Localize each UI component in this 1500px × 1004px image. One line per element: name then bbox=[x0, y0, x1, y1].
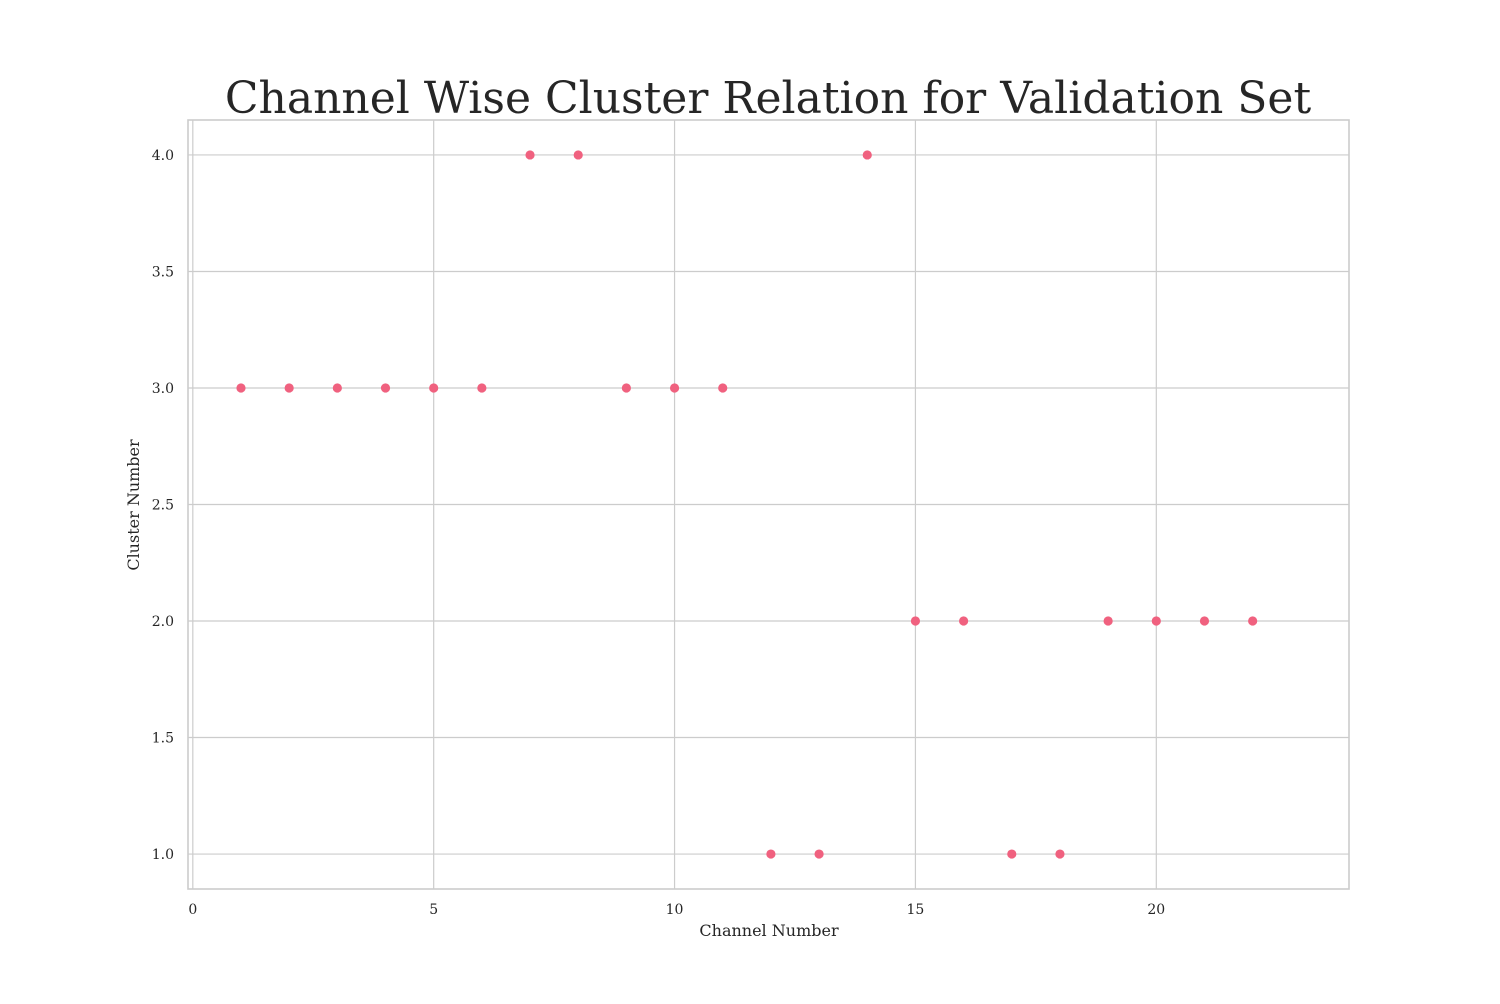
scatter-point bbox=[236, 383, 246, 393]
scatter-point bbox=[1007, 849, 1017, 859]
scatter-point bbox=[862, 150, 872, 160]
y-tick-label: 1.0 bbox=[152, 847, 174, 863]
scatter-point bbox=[669, 383, 680, 393]
y-tick-label: 2.5 bbox=[152, 498, 174, 514]
scatter-point bbox=[1055, 849, 1065, 859]
grid-layer bbox=[188, 120, 1349, 889]
x-tick-label: 5 bbox=[429, 902, 438, 918]
x-tick-label: 10 bbox=[666, 902, 684, 918]
scatter-point bbox=[959, 616, 969, 626]
y-tick-label: 2.0 bbox=[152, 614, 174, 630]
scatter-point bbox=[380, 383, 391, 393]
y-axis-label: Cluster Number bbox=[124, 439, 143, 571]
scatter-point bbox=[910, 616, 921, 626]
scatter-point bbox=[525, 150, 535, 160]
scatter-point bbox=[621, 383, 631, 393]
scatter-point bbox=[718, 383, 728, 393]
scatter-point bbox=[429, 383, 439, 393]
scatter-point bbox=[1103, 616, 1113, 626]
scatter-point bbox=[284, 383, 294, 393]
y-tick-label: 3.5 bbox=[152, 264, 174, 280]
scatter-point bbox=[1151, 616, 1161, 626]
plot-frame bbox=[187, 119, 1350, 890]
x-tick-label: 20 bbox=[1147, 902, 1165, 918]
scatter-point bbox=[1199, 616, 1210, 626]
scatter-point bbox=[766, 849, 776, 859]
x-tick-label: 15 bbox=[907, 902, 925, 918]
scatter-point bbox=[1248, 616, 1258, 626]
data-points bbox=[236, 150, 1258, 859]
scatter-point bbox=[332, 383, 342, 393]
tick-labels: 1.0 1.5 2.0 2.5 3.0 3.5 4.0 0 5 10 15 20 bbox=[152, 148, 1165, 918]
chart-title: Channel Wise Cluster Relation for Valida… bbox=[225, 73, 1312, 124]
scatter-point bbox=[814, 849, 824, 859]
scatter-point bbox=[573, 150, 583, 160]
x-tick-label: 0 bbox=[188, 902, 197, 918]
scatter-point bbox=[477, 383, 487, 393]
y-tick-label: 3.0 bbox=[152, 381, 174, 397]
y-tick-label: 4.0 bbox=[152, 148, 174, 164]
x-axis-label: Channel Number bbox=[699, 921, 839, 940]
y-tick-label: 1.5 bbox=[152, 731, 174, 747]
